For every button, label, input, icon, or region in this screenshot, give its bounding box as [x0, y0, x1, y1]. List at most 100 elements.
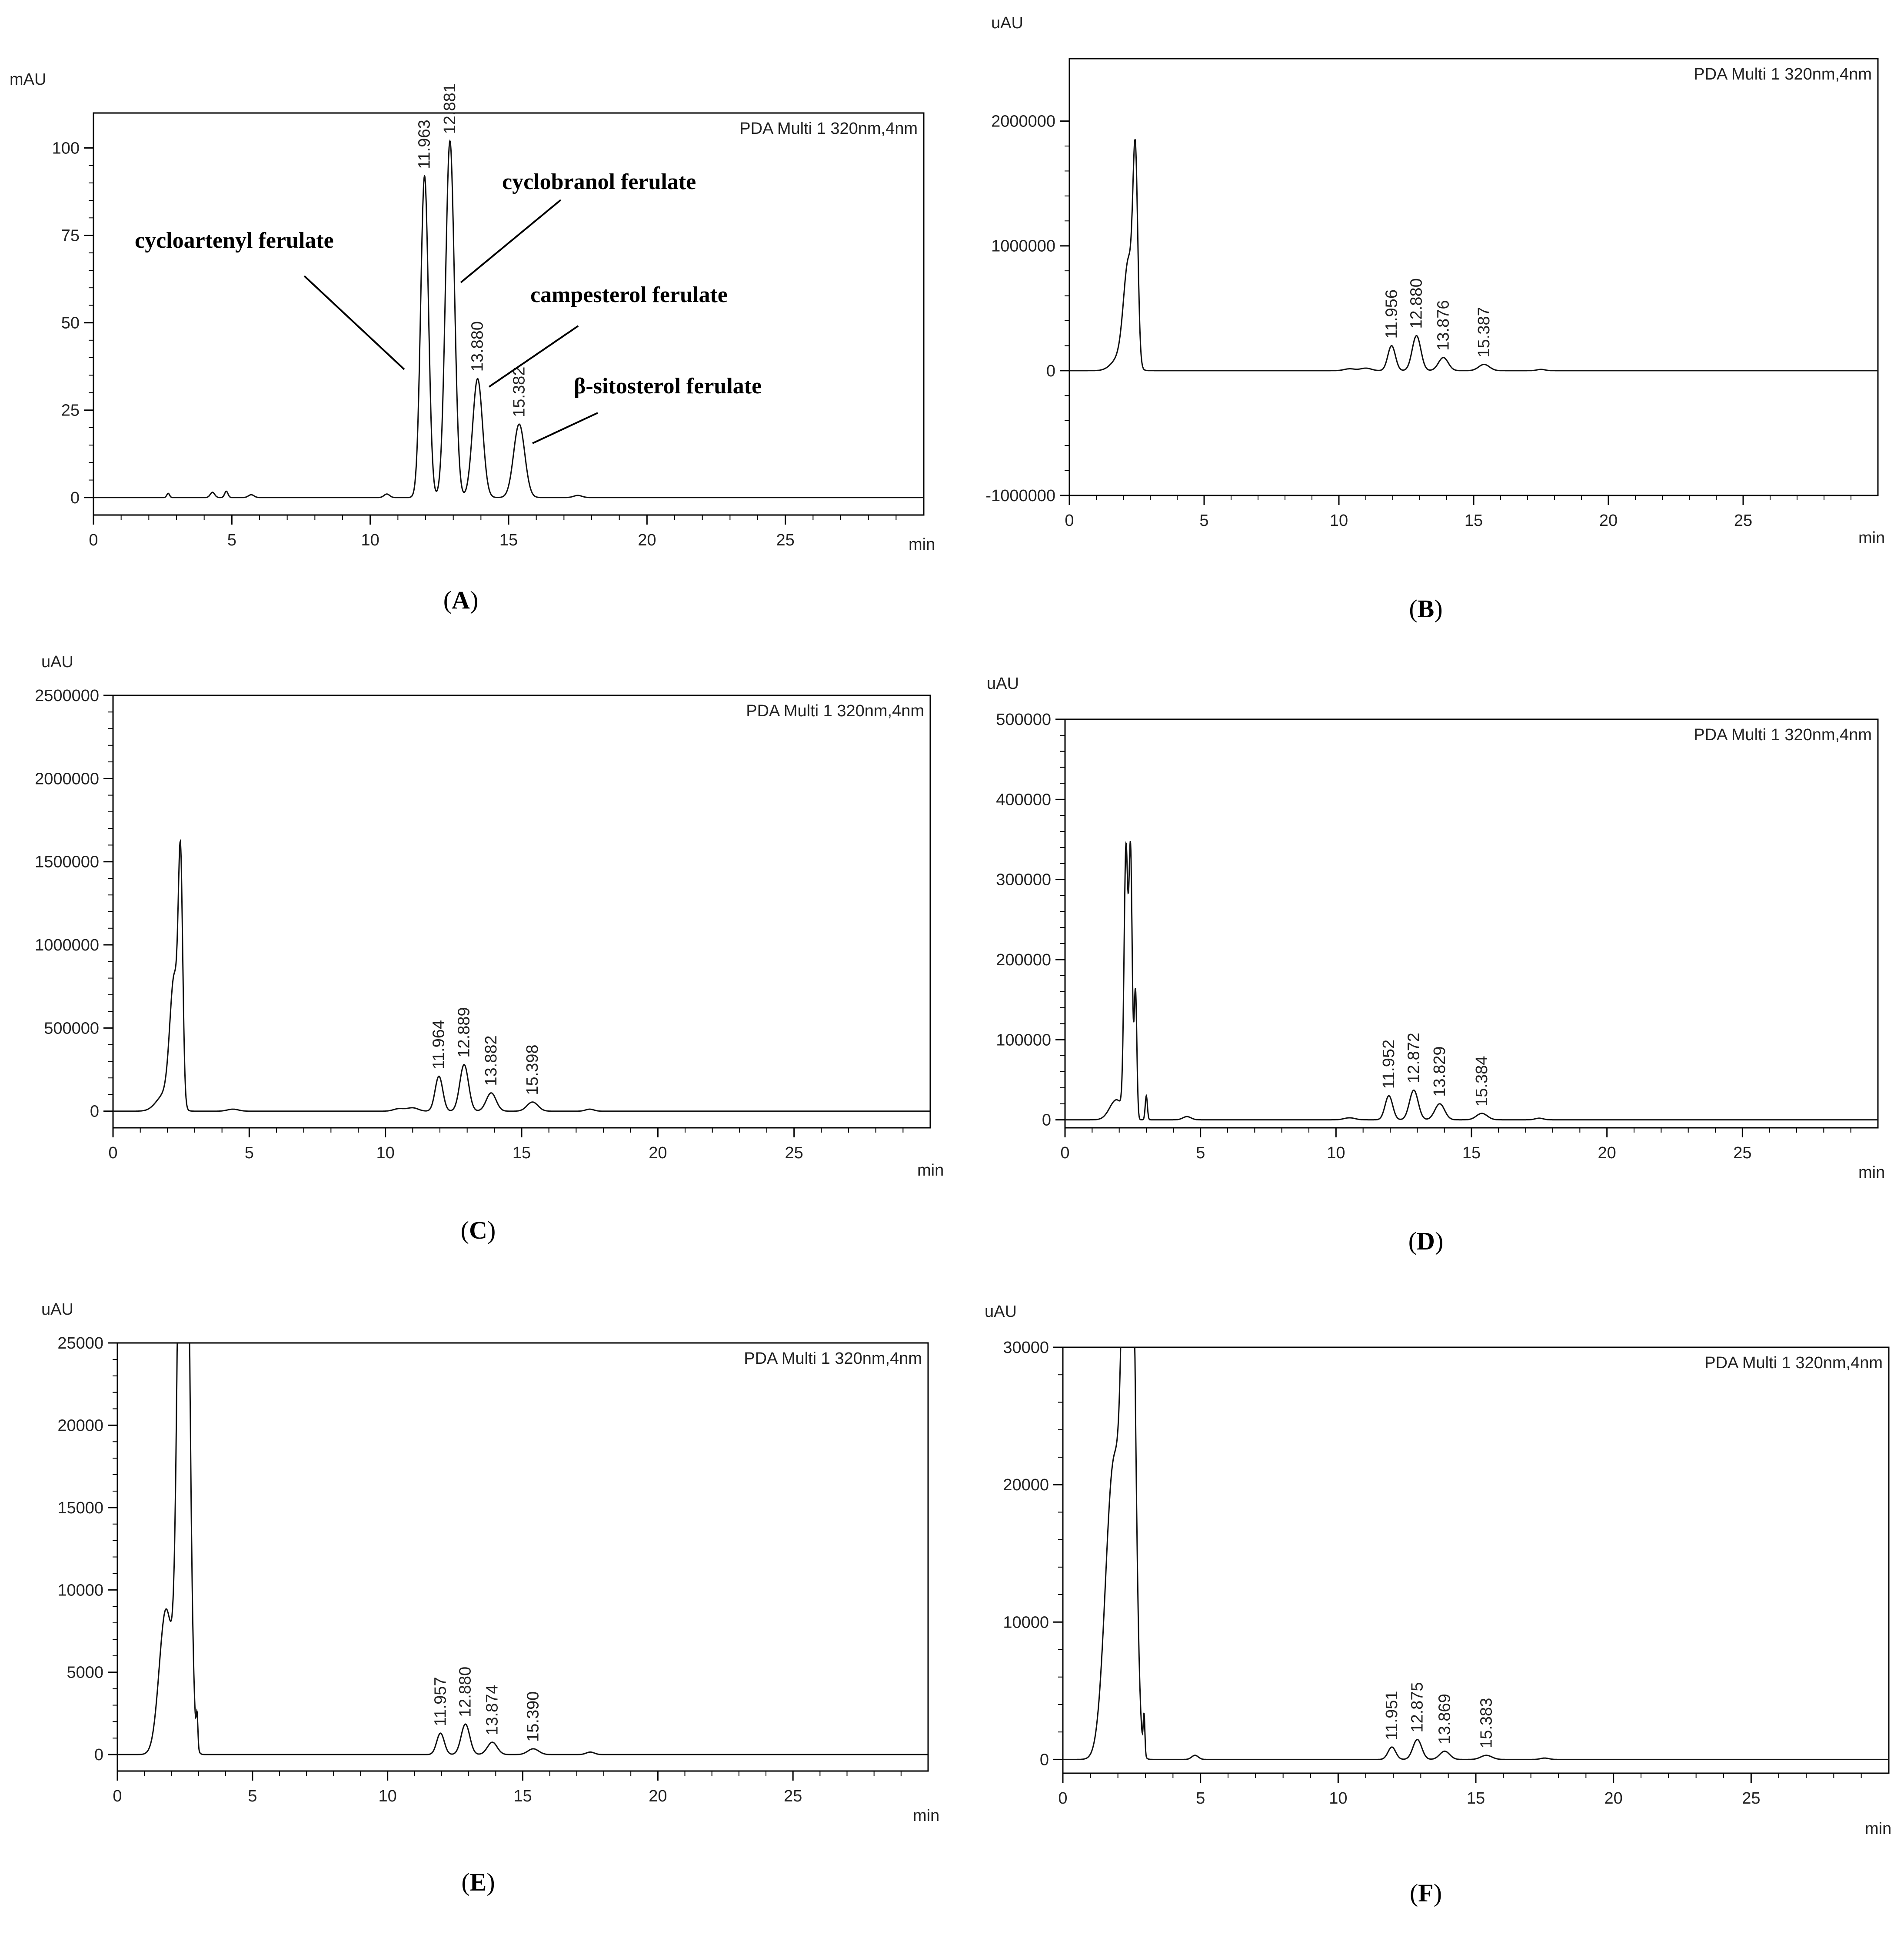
x-tick-label: 15	[513, 1144, 531, 1162]
x-tick-label: 20	[1599, 512, 1618, 530]
x-tick-label: 15	[1467, 1789, 1485, 1808]
compound-annotation: cyclobranol ferulate	[502, 169, 696, 194]
y-tick-label: 300000	[996, 871, 1051, 889]
y-axis-label: uAU	[985, 1303, 1017, 1321]
x-tick-label: 25	[785, 1144, 803, 1162]
x-tick-label: 10	[1327, 1144, 1345, 1162]
caption-letter: C	[469, 1216, 487, 1244]
x-tick-label: 10	[361, 531, 379, 549]
x-tick-label: 5	[1199, 512, 1208, 530]
caption-paren: (	[1408, 1227, 1417, 1255]
y-tick-label: 2500000	[35, 687, 99, 705]
peak-rt-label: 15.382	[510, 367, 528, 417]
y-tick-label: 1000000	[35, 936, 99, 954]
x-tick-label: 25	[784, 1787, 802, 1805]
y-axis-label: uAU	[991, 14, 1023, 32]
peak-rt-label: 11.951	[1383, 1691, 1401, 1740]
peak-rt-label: 11.963	[416, 120, 434, 169]
annotation-leader-line	[488, 325, 579, 388]
x-tick-label: 25	[1733, 1144, 1751, 1162]
detector-legend: PDA Multi 1 320nm,4nm	[1694, 726, 1872, 744]
caption-paren: (	[461, 1868, 469, 1896]
panel-caption: (D)	[1408, 1227, 1444, 1255]
y-tick-label: -1000000	[985, 487, 1055, 505]
y-tick-label: 10000	[1003, 1613, 1049, 1632]
y-tick-label: 0	[1042, 1111, 1051, 1130]
chart-panel-a: 0 5 10 15 20 25 0 25 50 75 100 mAU min PDA Multi 1 32…	[10, 70, 935, 614]
chart-panel-c: 0 5 10 15 20 25 0 500000 1000000 1500000 2000000 25…	[35, 653, 944, 1244]
y-tick-label: 1000000	[991, 237, 1055, 256]
x-axis-label: min	[1865, 1820, 1891, 1838]
x-tick-label: 20	[1604, 1789, 1623, 1808]
x-tick-label: 15	[1462, 1144, 1481, 1162]
x-tick-label: 0	[89, 531, 98, 549]
x-tick-label: 15	[499, 531, 518, 549]
chromatogram-trace	[117, 1343, 928, 1755]
y-tick-label: 200000	[996, 951, 1051, 969]
chart-panel-f: 0 5 10 15 20 25 0 10000 20000 30000 uAU min PDA Mult…	[985, 1303, 1891, 1907]
x-tick-label: 5	[1196, 1789, 1205, 1808]
chromatogram-trace	[1063, 1347, 1889, 1760]
peak-rt-label: 15.384	[1473, 1056, 1491, 1107]
y-tick-label: 0	[70, 489, 80, 507]
compound-annotation: β-sitosterol ferulate	[574, 374, 762, 399]
compound-annotation: cycloartenyl ferulate	[135, 228, 334, 253]
y-tick-label: 0	[94, 1746, 103, 1764]
y-tick-label: 500000	[996, 711, 1051, 729]
peak-rt-label: 15.390	[524, 1691, 543, 1742]
peak-rt-label: 11.956	[1382, 289, 1401, 339]
y-tick-label: 20000	[1003, 1476, 1049, 1494]
x-tick-label: 25	[776, 531, 795, 549]
caption-paren: )	[486, 1868, 495, 1896]
x-tick-label: 10	[1329, 1789, 1347, 1808]
caption-paren: )	[1434, 1879, 1442, 1907]
peak-rt-label: 12.880	[456, 1667, 475, 1717]
chromatogram-trace	[1069, 139, 1878, 372]
x-tick-label: 20	[1598, 1144, 1616, 1162]
peak-rt-label: 12.875	[1408, 1682, 1426, 1732]
chart-panel-d: 0 5 10 15 20 25 0 100000 200000 300000 400000 50000…	[987, 675, 1885, 1255]
peak-rt-label: 11.952	[1380, 1040, 1398, 1089]
annotation-leader-line	[532, 412, 598, 444]
y-tick-label: 100	[52, 139, 80, 157]
caption-paren: )	[1434, 595, 1442, 623]
compound-annotation: campesterol ferulate	[530, 282, 728, 307]
chart-panel-e: 0 5 10 15 20 25 0 5000 10000 15000 20000 25000 uAU mi…	[41, 1300, 939, 1896]
caption-letter: A	[452, 586, 470, 614]
x-tick-label: 5	[227, 531, 236, 549]
y-tick-label: 500000	[44, 1019, 99, 1037]
x-tick-label: 25	[1742, 1789, 1760, 1808]
y-axis-label: uAU	[41, 1300, 73, 1319]
caption-paren: )	[487, 1216, 496, 1244]
x-tick-label: 5	[248, 1787, 257, 1805]
y-tick-label: 50	[61, 314, 80, 332]
x-axis-label: min	[1858, 1163, 1885, 1182]
x-axis-label: min	[909, 535, 935, 554]
panel-caption: (B)	[1409, 595, 1442, 623]
x-tick-label: 25	[1734, 512, 1752, 530]
caption-letter: B	[1418, 595, 1435, 623]
x-tick-label: 0	[1058, 1789, 1067, 1808]
x-tick-label: 0	[1065, 512, 1074, 530]
caption-paren: )	[470, 586, 478, 614]
y-tick-label: 25000	[57, 1334, 103, 1352]
y-tick-label: 0	[90, 1103, 99, 1121]
y-axis-label: uAU	[987, 675, 1019, 693]
peak-rt-label: 12.872	[1405, 1033, 1423, 1083]
x-axis-label: min	[1858, 529, 1885, 547]
caption-paren: (	[1410, 1879, 1418, 1907]
x-tick-label: 15	[1465, 512, 1483, 530]
peak-rt-label: 12.880	[1408, 278, 1426, 329]
x-tick-label: 15	[513, 1787, 532, 1805]
x-tick-label: 20	[649, 1787, 667, 1805]
chromatogram-trace	[1065, 841, 1878, 1121]
peak-rt-label: 11.964	[430, 1020, 448, 1069]
x-axis-label: min	[917, 1161, 944, 1180]
detector-legend: PDA Multi 1 320nm,4nm	[1704, 1354, 1883, 1372]
x-tick-label: 10	[376, 1144, 395, 1162]
panel-caption: (F)	[1410, 1879, 1442, 1907]
y-tick-label: 75	[61, 227, 80, 245]
chart-panel-b: 0 5 10 15 20 25 -1000000 0 1000000 2000000 uAU min P…	[985, 14, 1885, 623]
panel-caption: (A)	[443, 586, 479, 614]
